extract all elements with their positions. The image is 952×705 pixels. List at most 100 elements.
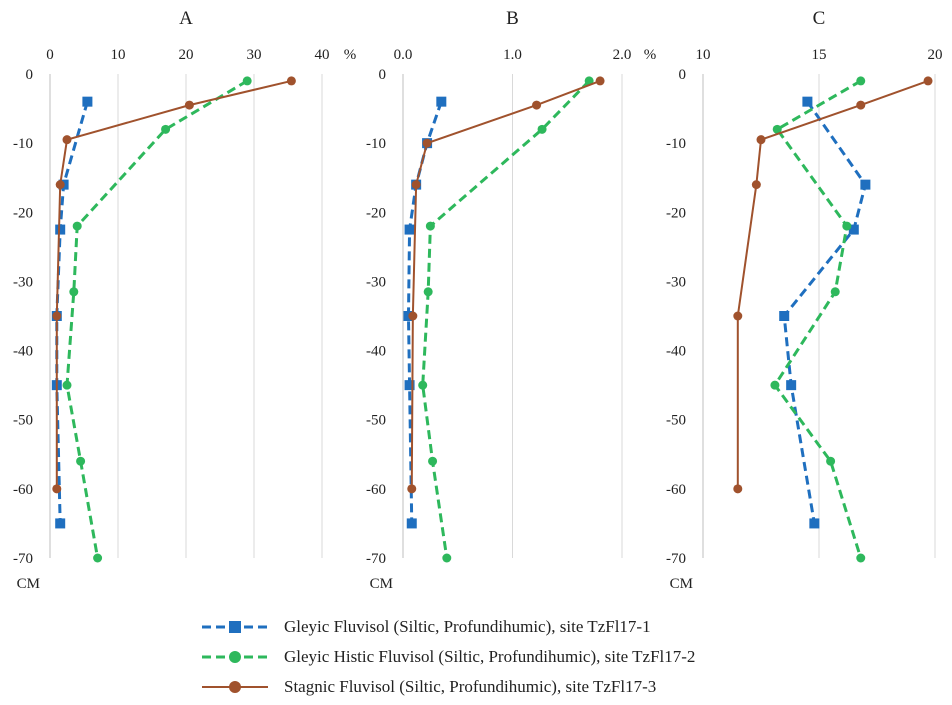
data-point (404, 224, 415, 235)
x-tick-label: 40 (315, 47, 330, 63)
data-point (436, 96, 447, 107)
legend-label: Gleyic Fluvisol (Siltic, Profundihumic),… (284, 617, 651, 636)
y-tick-label: -60 (13, 482, 33, 498)
x-tick-label: 1.0 (503, 47, 522, 63)
y-tick-label: -20 (666, 205, 686, 221)
x-tick-label: 15 (812, 47, 827, 63)
data-point (856, 553, 866, 563)
y-tick-label: -40 (666, 344, 686, 360)
x-tick-label: 2.0 (613, 47, 632, 63)
data-point (733, 484, 743, 494)
data-point (537, 124, 547, 134)
series-line (410, 79, 601, 489)
y-unit-label: CM (670, 576, 693, 592)
data-point (406, 518, 417, 529)
y-tick-label: -60 (666, 482, 686, 498)
y-tick-label: -10 (366, 136, 386, 152)
legend-entry: Stagnic Fluvisol (Siltic, Profundihumic)… (200, 672, 695, 702)
y-tick-label: 0 (26, 67, 34, 83)
data-point (848, 224, 859, 235)
legend-entry: Gleyic Histic Fluvisol (Siltic, Profundi… (200, 642, 695, 672)
y-tick-label: -70 (13, 551, 33, 567)
y-tick-label: -50 (366, 413, 386, 429)
legend-label: Gleyic Histic Fluvisol (Siltic, Profundi… (284, 647, 696, 666)
data-point (751, 180, 761, 190)
y-tick-label: -40 (366, 344, 386, 360)
data-point (860, 179, 871, 190)
data-point (422, 138, 432, 148)
y-unit-label: CM (370, 576, 393, 592)
series-line (736, 79, 929, 489)
y-tick-label: -60 (366, 482, 386, 498)
y-tick-label: -10 (666, 136, 686, 152)
data-point (856, 100, 866, 110)
data-point (55, 518, 66, 529)
data-point (423, 287, 433, 297)
y-tick-label: -50 (666, 413, 686, 429)
data-point (532, 100, 542, 110)
legend-swatch (202, 681, 268, 693)
data-point (52, 484, 62, 494)
data-point (72, 221, 82, 231)
y-tick-label: -10 (13, 136, 33, 152)
data-point (161, 124, 171, 134)
chart-title: C (813, 8, 826, 29)
data-point (756, 135, 766, 145)
y-tick-label: -30 (366, 274, 386, 290)
y-tick-label: -30 (13, 274, 33, 290)
data-point (184, 100, 194, 110)
legend-label: Stagnic Fluvisol (Siltic, Profundihumic)… (284, 677, 657, 696)
y-tick-label: 0 (679, 67, 687, 83)
chart-title: A (179, 8, 193, 29)
series-line (55, 79, 292, 489)
legend-entry: Gleyic Fluvisol (Siltic, Profundihumic),… (200, 612, 695, 642)
legend-swatch (202, 651, 268, 663)
series-line (421, 79, 591, 559)
x-tick-label: 20 (928, 47, 943, 63)
data-point (802, 96, 813, 107)
data-point (733, 311, 743, 321)
data-point (786, 380, 797, 391)
data-point (842, 221, 852, 231)
y-tick-label: -50 (13, 413, 33, 429)
data-point (62, 380, 72, 390)
data-point (856, 76, 866, 86)
data-point (428, 456, 438, 466)
legend: Gleyic Fluvisol (Siltic, Profundihumic),… (200, 612, 695, 702)
data-point (418, 380, 428, 390)
data-point (425, 221, 435, 231)
data-point (404, 380, 415, 391)
data-point (62, 135, 72, 145)
y-unit-label: CM (17, 576, 40, 592)
y-tick-label: -70 (366, 551, 386, 567)
y-tick-label: -20 (13, 205, 33, 221)
data-point (411, 180, 421, 190)
y-tick-label: -30 (666, 274, 686, 290)
chart-title: B (506, 8, 519, 29)
data-point (76, 456, 86, 466)
data-point (830, 287, 840, 297)
x-tick-label: 20 (179, 47, 194, 63)
x-unit-label: % (644, 47, 657, 63)
data-point (595, 76, 605, 86)
series-line (782, 100, 868, 524)
x-tick-label: 0 (46, 47, 54, 63)
x-unit-label: % (344, 47, 357, 63)
data-point (408, 311, 418, 321)
x-tick-label: 30 (247, 47, 262, 63)
data-point (923, 76, 933, 86)
data-point (779, 311, 790, 321)
y-tick-label: -40 (13, 344, 33, 360)
data-point (55, 180, 65, 190)
data-point (286, 76, 296, 86)
x-tick-label: 10 (111, 47, 126, 63)
data-point (407, 484, 417, 494)
data-point (826, 456, 836, 466)
x-tick-label: 0.0 (394, 47, 413, 63)
data-point (809, 518, 820, 529)
y-tick-label: 0 (379, 67, 387, 83)
data-point (93, 553, 103, 563)
data-point (772, 124, 782, 134)
data-point (442, 553, 452, 563)
y-tick-label: -20 (366, 205, 386, 221)
